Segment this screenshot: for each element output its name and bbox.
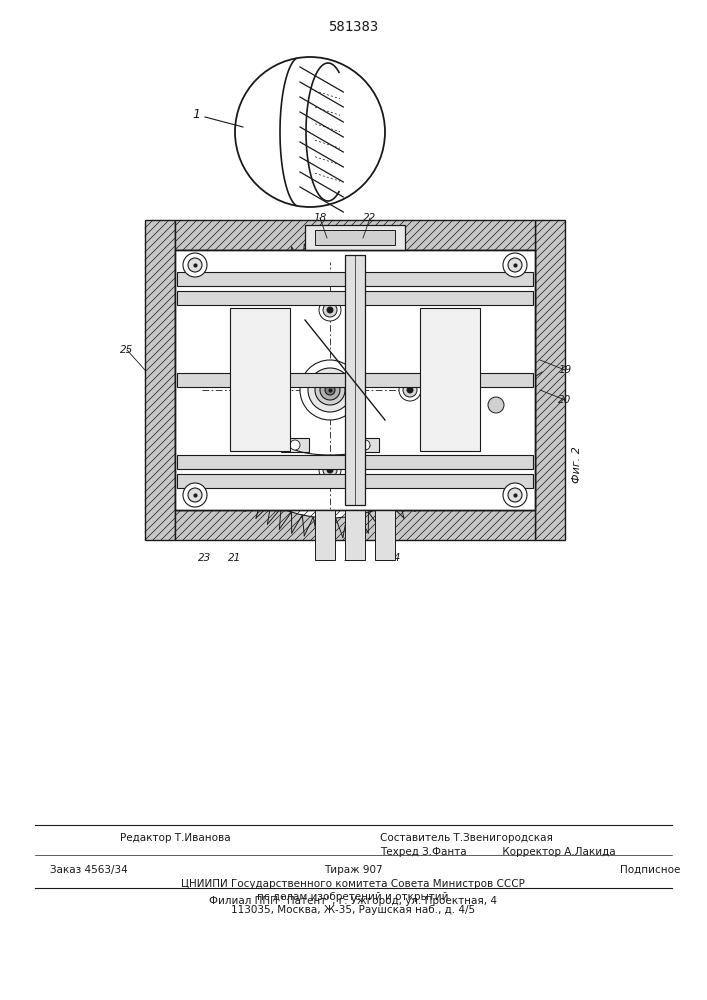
Bar — [420, 308, 480, 451]
Circle shape — [323, 463, 337, 477]
Bar — [315, 230, 395, 245]
Text: Техред З.Фанта           Корректор А.Лакида: Техред З.Фанта Корректор А.Лакида — [380, 847, 616, 857]
Circle shape — [403, 383, 417, 397]
Bar — [145, 220, 175, 540]
Text: 1: 1 — [192, 107, 200, 120]
Bar — [315, 510, 335, 560]
Bar — [175, 250, 535, 510]
Circle shape — [478, 387, 514, 423]
Bar — [345, 510, 365, 560]
Circle shape — [319, 299, 341, 321]
Circle shape — [508, 488, 522, 502]
Circle shape — [239, 379, 261, 401]
Bar — [175, 220, 535, 250]
Circle shape — [399, 379, 421, 401]
Bar — [351, 438, 379, 452]
Circle shape — [360, 440, 370, 450]
Circle shape — [503, 253, 527, 277]
Bar — [175, 250, 535, 510]
Text: 25: 25 — [120, 345, 134, 355]
Circle shape — [202, 262, 458, 518]
Bar — [177, 291, 533, 305]
Bar — [175, 510, 535, 540]
Bar — [177, 272, 533, 286]
Circle shape — [188, 258, 202, 272]
Circle shape — [319, 459, 341, 481]
Circle shape — [243, 383, 257, 397]
Bar — [305, 225, 405, 250]
Circle shape — [183, 483, 207, 507]
Circle shape — [508, 258, 522, 272]
Circle shape — [503, 483, 527, 507]
Text: 18: 18 — [313, 213, 327, 223]
Circle shape — [290, 440, 300, 450]
Text: 20: 20 — [559, 395, 572, 405]
Text: 113035, Москва, Ж-35, Раушская наб., д. 4/5: 113035, Москва, Ж-35, Раушская наб., д. … — [231, 905, 475, 915]
Text: Фиг. 2: Фиг. 2 — [572, 447, 582, 483]
Text: 21: 21 — [228, 553, 242, 563]
Text: 19: 19 — [559, 365, 572, 375]
Text: Подписное: Подписное — [620, 865, 680, 875]
Text: ЦНИИПИ Государственного комитета Совета Министров СССР: ЦНИИПИ Государственного комитета Совета … — [181, 879, 525, 889]
Text: 23: 23 — [199, 553, 211, 563]
Circle shape — [247, 387, 253, 393]
Circle shape — [308, 368, 352, 412]
Circle shape — [407, 387, 413, 393]
Bar — [345, 255, 365, 505]
Circle shape — [315, 375, 345, 405]
Text: пс делам изобретений и открытий: пс делам изобретений и открытий — [257, 892, 449, 902]
Circle shape — [327, 307, 333, 313]
Text: Заказ 4563/34: Заказ 4563/34 — [50, 865, 128, 875]
Text: 7: 7 — [544, 357, 552, 370]
Circle shape — [182, 242, 478, 538]
Circle shape — [188, 488, 202, 502]
Text: Тираж 907: Тираж 907 — [324, 865, 382, 875]
Bar — [177, 455, 533, 469]
Circle shape — [325, 385, 335, 395]
Bar — [177, 474, 533, 488]
Bar — [535, 220, 565, 540]
Bar — [177, 373, 533, 387]
Circle shape — [327, 467, 333, 473]
Bar — [281, 438, 309, 452]
Circle shape — [235, 57, 385, 207]
Bar — [375, 510, 395, 560]
Circle shape — [183, 253, 207, 277]
Text: 17: 17 — [344, 553, 356, 563]
Text: 24: 24 — [388, 553, 402, 563]
Text: 22: 22 — [363, 213, 377, 223]
Text: 21: 21 — [318, 546, 332, 556]
Circle shape — [488, 397, 504, 413]
Bar — [230, 308, 290, 451]
Circle shape — [320, 380, 340, 400]
Text: Филиал ППП ''Патент'', г. Ужгород, ул. Проектная, 4: Филиал ППП ''Патент'', г. Ужгород, ул. П… — [209, 896, 497, 906]
Circle shape — [300, 360, 360, 420]
Circle shape — [323, 303, 337, 317]
Text: Редактор Т.Иванова: Редактор Т.Иванова — [120, 833, 230, 843]
Text: Составитель Т.Звенигородская: Составитель Т.Звенигородская — [380, 833, 553, 843]
Text: 581383: 581383 — [328, 20, 378, 34]
